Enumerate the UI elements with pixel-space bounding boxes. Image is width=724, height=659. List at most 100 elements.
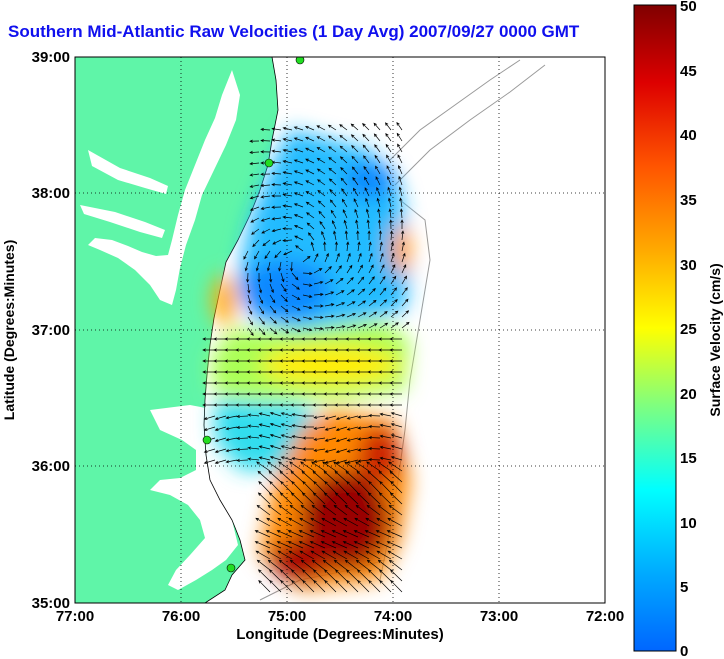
velocity-arrow [324, 252, 329, 263]
velocity-arrow [357, 276, 365, 285]
velocity-arrow [301, 370, 314, 374]
velocity-arrow [401, 287, 408, 296]
velocity-arrow [235, 359, 248, 363]
velocity-arrow [318, 210, 326, 219]
y-tick-label: 37:00 [32, 322, 70, 339]
velocity-arrow [364, 187, 370, 197]
velocity-arrow [247, 457, 260, 461]
velocity-arrow [260, 139, 271, 143]
velocity-arrow [379, 264, 385, 274]
velocity-arrow [345, 381, 358, 385]
x-tick-label: 75:00 [268, 608, 306, 625]
velocity-arrow [282, 204, 293, 208]
velocity-arrow [213, 392, 226, 396]
velocity-arrow [345, 569, 359, 582]
velocity-arrow [293, 170, 304, 175]
velocity-arrow [260, 150, 271, 154]
y-axis: 39:00 38:00 37:00 36:00 35:00 [32, 49, 70, 612]
velocity-arrow [346, 313, 357, 318]
velocity-arrow [258, 579, 271, 593]
velocity-arrow [333, 461, 348, 472]
velocity-arrow [313, 415, 326, 419]
velocity-arrow [257, 392, 270, 396]
velocity-arrow [379, 423, 392, 428]
velocity-arrow [378, 392, 391, 396]
velocity-arrow [295, 245, 304, 252]
velocity-arrow [385, 133, 392, 142]
velocity-arrow [213, 359, 226, 363]
velocity-arrow [363, 155, 370, 164]
velocity-arrow [301, 470, 315, 483]
velocity-arrow [390, 241, 394, 252]
velocity-arrow [357, 579, 370, 593]
velocity-arrow [353, 541, 370, 549]
velocity-arrow [357, 288, 366, 296]
velocity-arrow [332, 517, 348, 527]
velocity-arrow [324, 426, 337, 431]
velocity-arrow [346, 252, 351, 263]
velocity-arrow [304, 125, 315, 131]
velocity-arrow [258, 434, 271, 439]
velocity-arrow [279, 370, 292, 374]
velocity-arrow [368, 414, 381, 418]
velocity-arrow [214, 448, 227, 453]
velocity-arrow [329, 199, 337, 208]
velocity-arrow [312, 403, 325, 407]
velocity-arrow [328, 167, 337, 175]
velocity-arrow [378, 569, 392, 582]
velocity-arrow [305, 169, 315, 175]
velocity-arrow [328, 157, 337, 164]
velocity-arrow [324, 459, 337, 464]
velocity-arrow [363, 165, 370, 175]
bathymetry-contour [259, 59, 546, 601]
velocity-arrow [368, 311, 378, 318]
velocity-arrow [368, 264, 374, 274]
velocity-arrow [290, 381, 303, 385]
velocity-arrow [389, 219, 393, 230]
velocity-field [210, 130, 410, 590]
velocity-arrow [301, 359, 314, 363]
y-axis-label: Latitude (Degrees:Minutes) [1, 240, 17, 420]
land-mass [75, 57, 278, 603]
velocity-arrow [328, 146, 337, 153]
velocity-arrow [268, 569, 282, 582]
velocity-arrow [384, 122, 392, 131]
velocity-arrow [377, 219, 382, 230]
velocity-arrow [388, 559, 403, 571]
velocity-arrow [258, 327, 266, 336]
velocity-arrow [282, 193, 293, 197]
velocity-arrow [353, 187, 359, 197]
velocity-arrow [310, 550, 326, 560]
colorbar-tick-label: 45 [680, 63, 697, 80]
velocity-arrow [249, 206, 260, 211]
velocity-arrow [236, 447, 249, 452]
velocity-arrow [386, 541, 403, 549]
velocity-arrow [351, 145, 359, 153]
velocity-arrow [310, 517, 326, 527]
velocity-arrow [379, 480, 392, 494]
velocity-arrow [224, 392, 237, 396]
velocity-arrow [351, 155, 359, 164]
velocity-arrow [312, 492, 326, 505]
velocity-arrow [267, 504, 282, 516]
velocity-arrow [398, 186, 403, 197]
velocity-arrow [368, 252, 373, 263]
velocity-arrow [293, 225, 304, 230]
velocity-arrow [246, 381, 259, 385]
velocity-arrow [272, 239, 282, 245]
velocity-arrow [261, 228, 271, 234]
velocity-arrow [390, 434, 403, 439]
velocity-arrow [224, 381, 237, 385]
velocity-arrow [247, 294, 252, 305]
velocity-arrow [357, 300, 367, 307]
velocity-arrow [280, 412, 293, 417]
velocity-arrow [313, 292, 324, 297]
velocity-arrow [378, 470, 392, 483]
x-tick-label: 74:00 [374, 608, 412, 625]
velocity-arrow [389, 348, 402, 352]
velocity-arrow [257, 337, 270, 341]
velocity-arrow [366, 559, 381, 571]
velocity-arrow [250, 217, 260, 223]
velocity-arrow [282, 227, 293, 231]
velocity-arrow [246, 348, 259, 352]
